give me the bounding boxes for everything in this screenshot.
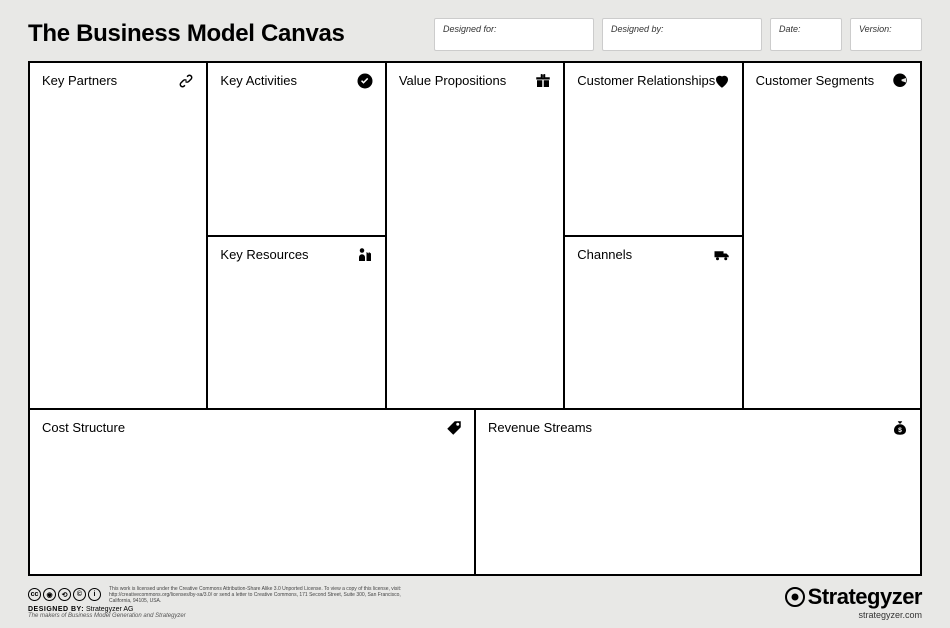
cell-title: Key Activities	[220, 73, 372, 88]
cell-channels[interactable]: Channels	[565, 235, 741, 409]
cell-key-partners[interactable]: Key Partners	[30, 63, 206, 408]
cell-title: Key Resources	[220, 247, 372, 262]
page-title: The Business Model Canvas	[28, 18, 345, 48]
truck-icon	[712, 245, 732, 265]
link-icon	[176, 71, 196, 91]
gift-icon	[533, 71, 553, 91]
cell-customer-segments[interactable]: Customer Segments	[744, 63, 920, 408]
cell-title: Customer Segments	[756, 73, 908, 88]
cell-value-propositions[interactable]: Value Propositions	[387, 63, 563, 408]
meta-designed-for[interactable]: Designed for:	[434, 18, 594, 51]
designer-credit: DESIGNED BY: Strategyzer AG	[28, 606, 409, 613]
cell-title: Customer Relationships	[577, 73, 729, 88]
tag-icon	[444, 418, 464, 438]
cell-title: Revenue Streams	[488, 420, 908, 435]
cell-cost-structure[interactable]: Cost Structure	[30, 410, 474, 574]
cell-key-resources[interactable]: Key Resources	[208, 235, 384, 409]
canvas-grid: Key Partners Key Activities Key Resource…	[28, 61, 922, 576]
strategyzer-logo: Strategyzer	[785, 584, 922, 610]
license-text: This work is licensed under the Creative…	[109, 586, 409, 604]
svg-text:$: $	[898, 427, 902, 434]
meta-version[interactable]: Version:	[850, 18, 922, 51]
target-icon	[785, 587, 805, 607]
cc-license-icons: cc ◉ ⟲ © i	[28, 588, 101, 601]
footer: cc ◉ ⟲ © i This work is licensed under t…	[28, 584, 922, 620]
cell-title: Cost Structure	[42, 420, 462, 435]
brand-url: strategyzer.com	[785, 610, 922, 620]
factory-icon	[355, 245, 375, 265]
cell-customer-relationships[interactable]: Customer Relationships	[565, 63, 741, 235]
person-icon	[890, 71, 910, 91]
meta-fields: Designed for: Designed by: Date: Version…	[434, 18, 922, 51]
cell-title: Channels	[577, 247, 729, 262]
cell-title: Value Propositions	[399, 73, 551, 88]
cell-title: Key Partners	[42, 73, 194, 88]
brand-block: Strategyzer strategyzer.com	[785, 584, 922, 620]
cell-key-activities[interactable]: Key Activities	[208, 63, 384, 235]
heart-icon	[712, 71, 732, 91]
designer-subline: The makers of Business Model Generation …	[28, 613, 409, 619]
cell-revenue-streams[interactable]: Revenue Streams $	[474, 410, 920, 574]
meta-designed-by[interactable]: Designed by:	[602, 18, 762, 51]
meta-date[interactable]: Date:	[770, 18, 842, 51]
check-circle-icon	[355, 71, 375, 91]
money-bag-icon: $	[890, 418, 910, 438]
